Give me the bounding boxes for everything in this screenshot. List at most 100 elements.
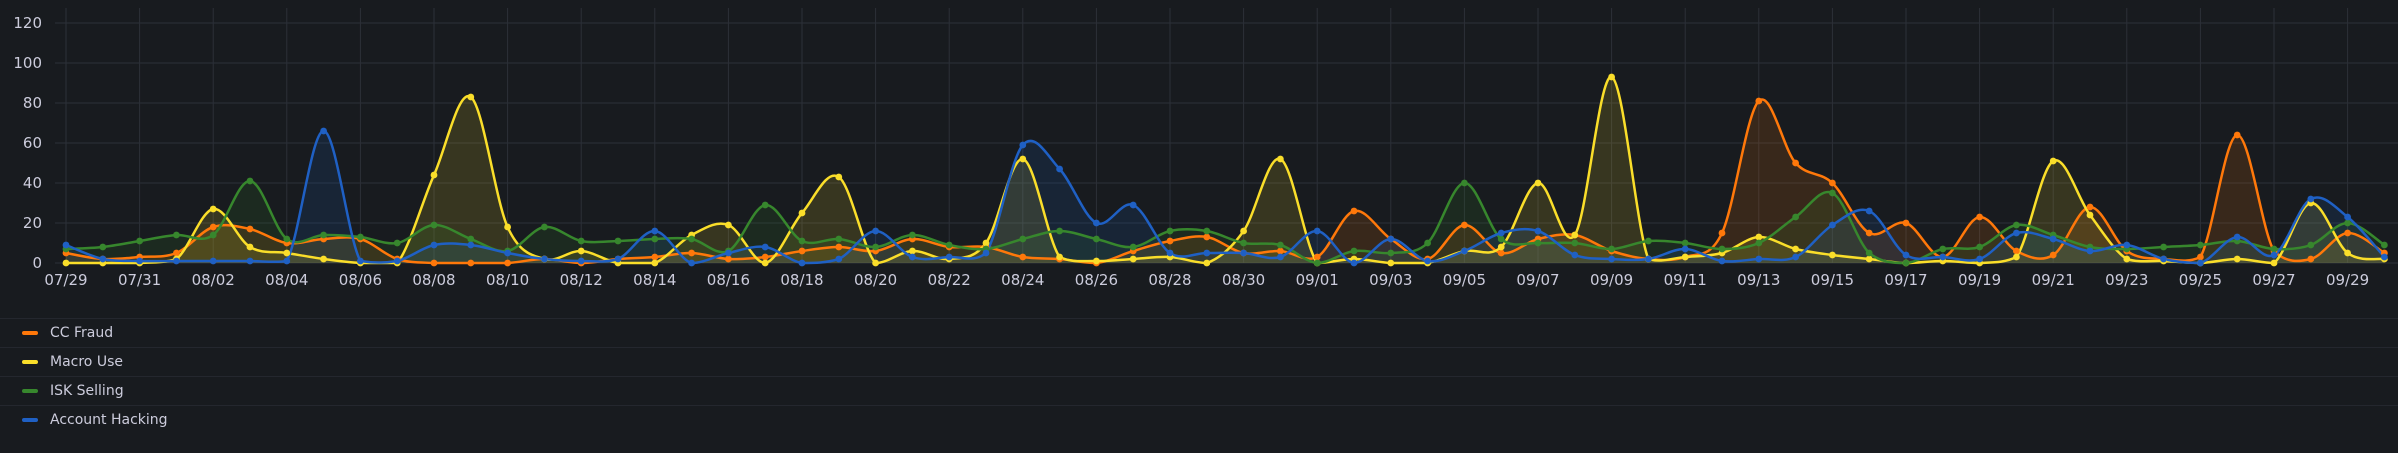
data-point-account-hacking[interactable]	[651, 227, 659, 235]
data-point-isk-selling[interactable]	[614, 237, 622, 245]
data-point-account-hacking[interactable]	[2381, 253, 2388, 261]
data-point-account-hacking[interactable]	[1718, 257, 1726, 265]
data-point-account-hacking[interactable]	[2233, 233, 2241, 241]
data-point-isk-selling[interactable]	[1718, 245, 1726, 253]
data-point-account-hacking[interactable]	[1350, 259, 1358, 267]
data-point-macro-use[interactable]	[430, 171, 438, 179]
data-point-account-hacking[interactable]	[2123, 241, 2131, 249]
data-point-cc-fraud[interactable]	[1792, 159, 1799, 167]
data-point-macro-use[interactable]	[577, 247, 585, 255]
data-point-account-hacking[interactable]	[1240, 249, 1247, 257]
data-point-isk-selling[interactable]	[2270, 245, 2278, 253]
data-point-macro-use[interactable]	[909, 247, 916, 255]
data-point-cc-fraud[interactable]	[1829, 179, 1836, 187]
legend-item-macro-use[interactable]: Macro Use	[0, 347, 2398, 376]
data-point-macro-use[interactable]	[835, 173, 843, 181]
data-point-macro-use[interactable]	[1865, 255, 1873, 263]
data-point-cc-fraud[interactable]	[1718, 229, 1726, 237]
data-point-cc-fraud[interactable]	[2086, 203, 2094, 211]
data-point-macro-use[interactable]	[209, 205, 217, 213]
data-point-isk-selling[interactable]	[99, 243, 107, 251]
data-point-cc-fraud[interactable]	[2049, 251, 2057, 259]
data-point-account-hacking[interactable]	[1461, 247, 1468, 255]
series-line-isk-selling[interactable]	[65, 179, 2386, 265]
data-point-isk-selling[interactable]	[1166, 227, 1174, 235]
data-point-isk-selling[interactable]	[173, 231, 180, 239]
data-point-account-hacking[interactable]	[62, 241, 70, 249]
data-point-isk-selling[interactable]	[1865, 249, 1873, 257]
data-point-macro-use[interactable]	[320, 255, 327, 263]
data-point-macro-use[interactable]	[1681, 253, 1689, 261]
data-point-account-hacking[interactable]	[835, 255, 843, 263]
data-point-cc-fraud[interactable]	[430, 259, 438, 267]
data-point-account-hacking[interactable]	[688, 259, 695, 267]
data-point-isk-selling[interactable]	[798, 237, 806, 245]
data-point-account-hacking[interactable]	[982, 249, 990, 257]
data-point-macro-use[interactable]	[1387, 259, 1395, 267]
data-point-cc-fraud[interactable]	[1350, 207, 1358, 215]
data-point-isk-selling[interactable]	[1129, 243, 1137, 251]
data-point-macro-use[interactable]	[2086, 211, 2094, 219]
data-point-account-hacking[interactable]	[909, 253, 916, 261]
data-point-cc-fraud[interactable]	[798, 247, 806, 255]
data-point-account-hacking[interactable]	[725, 249, 732, 257]
data-point-account-hacking[interactable]	[430, 241, 438, 249]
data-point-macro-use[interactable]	[1755, 233, 1763, 241]
data-point-macro-use[interactable]	[725, 221, 732, 229]
data-point-account-hacking[interactable]	[2013, 229, 2020, 237]
data-point-account-hacking[interactable]	[99, 255, 107, 263]
data-point-macro-use[interactable]	[1056, 253, 1063, 261]
data-point-account-hacking[interactable]	[1792, 253, 1799, 261]
data-point-cc-fraud[interactable]	[1277, 247, 1284, 255]
data-point-isk-selling[interactable]	[1313, 259, 1321, 267]
data-point-isk-selling[interactable]	[577, 237, 585, 245]
data-point-account-hacking[interactable]	[320, 127, 327, 135]
data-point-macro-use[interactable]	[651, 259, 659, 267]
data-point-macro-use[interactable]	[1534, 179, 1542, 187]
data-point-macro-use[interactable]	[1829, 251, 1836, 259]
data-point-macro-use[interactable]	[1240, 227, 1247, 235]
data-point-isk-selling[interactable]	[909, 231, 916, 239]
data-point-account-hacking[interactable]	[761, 243, 769, 251]
data-point-cc-fraud[interactable]	[1203, 233, 1211, 241]
data-point-account-hacking[interactable]	[798, 259, 806, 267]
data-point-macro-use[interactable]	[1608, 73, 1615, 81]
data-point-account-hacking[interactable]	[1939, 253, 1947, 261]
data-point-account-hacking[interactable]	[283, 257, 291, 265]
data-point-account-hacking[interactable]	[1902, 251, 1910, 259]
data-point-cc-fraud[interactable]	[688, 249, 695, 257]
data-point-isk-selling[interactable]	[1681, 239, 1689, 247]
data-point-isk-selling[interactable]	[1019, 235, 1027, 243]
data-point-account-hacking[interactable]	[209, 257, 217, 265]
data-point-isk-selling[interactable]	[1939, 245, 1947, 253]
data-point-cc-fraud[interactable]	[761, 253, 769, 261]
data-point-isk-selling[interactable]	[1424, 239, 1431, 247]
data-point-account-hacking[interactable]	[504, 249, 511, 257]
data-point-account-hacking[interactable]	[1976, 255, 1983, 263]
data-point-cc-fraud[interactable]	[835, 243, 843, 251]
data-point-cc-fraud[interactable]	[1166, 237, 1174, 245]
data-point-macro-use[interactable]	[798, 209, 806, 217]
data-point-isk-selling[interactable]	[1534, 239, 1542, 247]
data-point-isk-selling[interactable]	[541, 223, 548, 231]
data-point-isk-selling[interactable]	[1976, 243, 1983, 251]
data-point-isk-selling[interactable]	[1350, 247, 1358, 255]
data-point-account-hacking[interactable]	[1829, 221, 1836, 229]
data-point-account-hacking[interactable]	[467, 241, 475, 249]
data-point-cc-fraud[interactable]	[1902, 219, 1910, 227]
data-point-account-hacking[interactable]	[1497, 229, 1505, 237]
data-point-account-hacking[interactable]	[393, 257, 401, 265]
data-point-isk-selling[interactable]	[136, 237, 144, 245]
data-point-macro-use[interactable]	[246, 243, 254, 251]
data-point-account-hacking[interactable]	[2197, 259, 2204, 267]
data-point-macro-use[interactable]	[1093, 257, 1100, 265]
data-point-account-hacking[interactable]	[246, 257, 254, 265]
data-point-isk-selling[interactable]	[1645, 237, 1652, 245]
data-point-macro-use[interactable]	[1019, 155, 1027, 163]
data-point-isk-selling[interactable]	[430, 221, 438, 229]
data-point-isk-selling[interactable]	[246, 177, 254, 185]
data-point-cc-fraud[interactable]	[209, 223, 217, 231]
data-point-isk-selling[interactable]	[835, 235, 843, 243]
data-point-isk-selling[interactable]	[1461, 179, 1468, 187]
data-point-macro-use[interactable]	[62, 259, 70, 267]
